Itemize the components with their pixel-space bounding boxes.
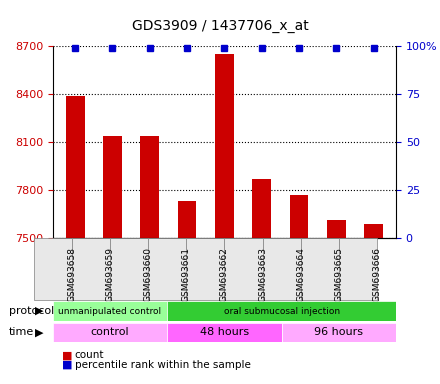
Text: oral submucosal injection: oral submucosal injection bbox=[224, 306, 340, 316]
Text: ■: ■ bbox=[62, 350, 72, 360]
FancyBboxPatch shape bbox=[224, 238, 263, 300]
Text: unmanipulated control: unmanipulated control bbox=[59, 306, 161, 316]
Text: GSM693658: GSM693658 bbox=[67, 247, 77, 302]
Bar bbox=[290, 195, 308, 238]
Bar bbox=[364, 223, 383, 238]
Bar bbox=[167, 301, 396, 321]
Bar bbox=[167, 323, 282, 342]
Text: GSM693664: GSM693664 bbox=[296, 247, 305, 302]
Text: GSM693659: GSM693659 bbox=[106, 247, 114, 302]
Text: GSM693665: GSM693665 bbox=[334, 247, 343, 302]
Text: GSM693663: GSM693663 bbox=[258, 247, 267, 302]
Text: 48 hours: 48 hours bbox=[200, 327, 249, 337]
Bar bbox=[327, 220, 346, 238]
FancyBboxPatch shape bbox=[263, 238, 301, 300]
Bar bbox=[103, 136, 122, 238]
FancyBboxPatch shape bbox=[148, 238, 186, 300]
Text: GSM693666: GSM693666 bbox=[372, 247, 381, 302]
FancyBboxPatch shape bbox=[72, 238, 110, 300]
Text: ■: ■ bbox=[62, 360, 72, 370]
FancyBboxPatch shape bbox=[301, 238, 339, 300]
Bar bbox=[140, 136, 159, 238]
Bar bbox=[253, 179, 271, 238]
Text: 96 hours: 96 hours bbox=[314, 327, 363, 337]
Text: ▶: ▶ bbox=[35, 306, 44, 316]
FancyBboxPatch shape bbox=[110, 238, 148, 300]
Bar bbox=[66, 96, 84, 238]
Bar bbox=[53, 301, 167, 321]
Text: GDS3909 / 1437706_x_at: GDS3909 / 1437706_x_at bbox=[132, 19, 308, 33]
Bar bbox=[53, 323, 167, 342]
Text: GSM693660: GSM693660 bbox=[143, 247, 153, 302]
FancyBboxPatch shape bbox=[339, 238, 377, 300]
Text: GSM693662: GSM693662 bbox=[220, 247, 229, 302]
Text: control: control bbox=[91, 327, 129, 337]
Bar bbox=[282, 323, 396, 342]
FancyBboxPatch shape bbox=[34, 238, 72, 300]
Bar bbox=[215, 54, 234, 238]
FancyBboxPatch shape bbox=[186, 238, 224, 300]
Text: GSM693661: GSM693661 bbox=[182, 247, 191, 302]
Text: count: count bbox=[75, 350, 104, 360]
Text: protocol: protocol bbox=[9, 306, 54, 316]
Text: ▶: ▶ bbox=[35, 327, 44, 337]
Text: percentile rank within the sample: percentile rank within the sample bbox=[75, 360, 251, 370]
Text: time: time bbox=[9, 327, 34, 337]
Bar bbox=[178, 201, 196, 238]
